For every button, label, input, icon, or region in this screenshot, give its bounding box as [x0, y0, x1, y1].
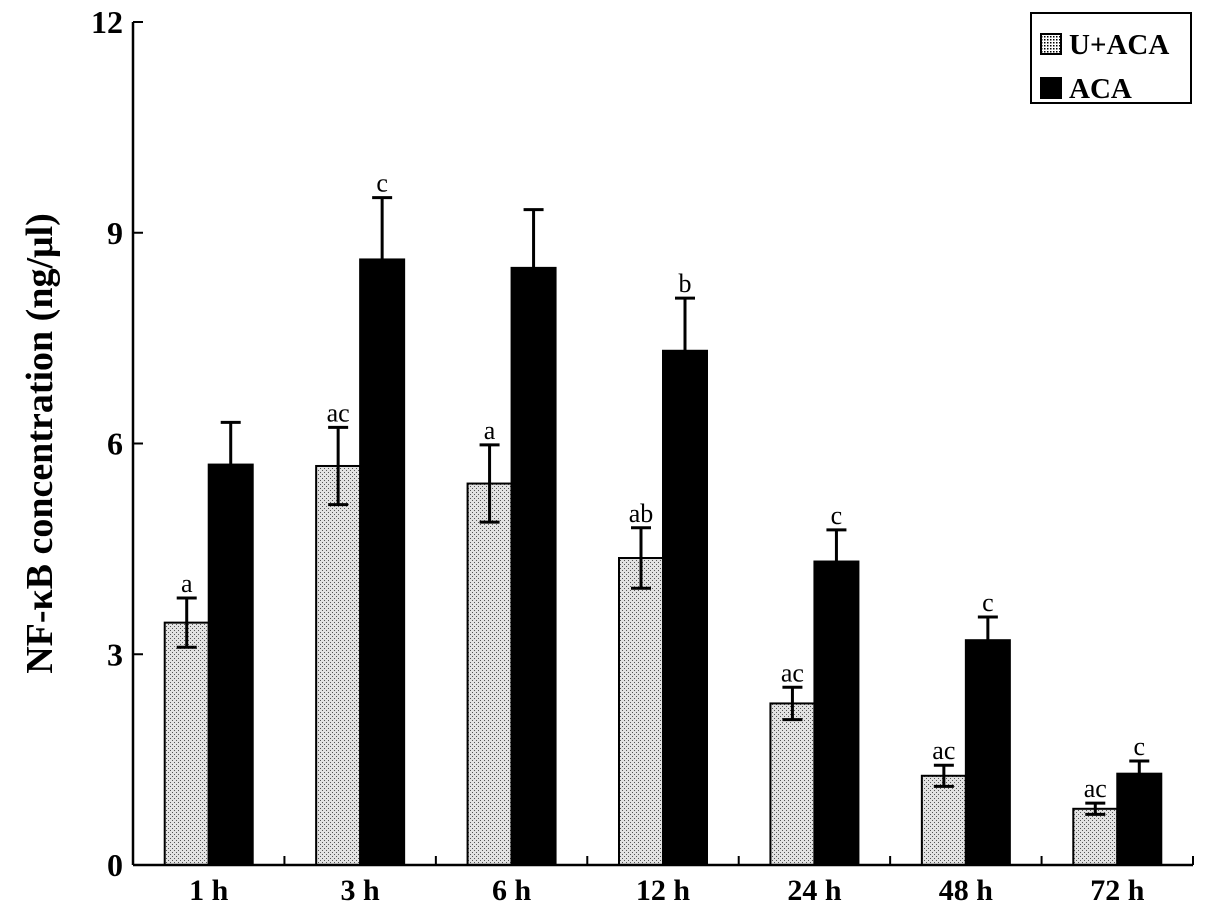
legend-label: ACA: [1069, 73, 1132, 105]
legend-label: U+ACA: [1069, 29, 1169, 61]
y-axis-title: NF-κB concentration (ng/μl): [19, 213, 61, 674]
bar-aca-6: [1116, 772, 1163, 866]
x-tick-label: 72 h: [1090, 874, 1145, 907]
significance-label: ac: [1084, 774, 1107, 803]
significance-label: c: [831, 501, 843, 530]
significance-label: c: [376, 169, 388, 198]
y-tick-label: 9: [107, 215, 123, 251]
significance-label: c: [1134, 732, 1146, 761]
significance-label: a: [181, 569, 193, 598]
bar-u-aca-6: [1072, 807, 1119, 866]
significance-label: ab: [629, 499, 654, 528]
significance-label: b: [679, 269, 692, 298]
bar-aca-0: [207, 463, 254, 866]
x-tick-label: 24 h: [787, 874, 842, 907]
y-tick-label: 12: [91, 4, 123, 40]
x-tick-label: 12 h: [636, 874, 691, 907]
x-tick-label: 3 h: [341, 874, 381, 907]
bar-aca-1: [359, 258, 406, 866]
bar-u-aca-4: [769, 702, 816, 866]
bar-aca-5: [964, 639, 1011, 867]
significance-label: a: [484, 416, 496, 445]
x-tick-label: 48 h: [939, 874, 994, 907]
legend-swatch-u-aca: [1040, 33, 1062, 55]
y-tick-label: 6: [107, 426, 123, 462]
bar-u-aca-2: [466, 482, 513, 866]
significance-label: ac: [932, 736, 955, 765]
significance-label: ac: [327, 398, 350, 427]
x-tick-label: 6 h: [492, 874, 532, 907]
bar-u-aca-5: [920, 774, 967, 866]
legend-swatch-aca: [1040, 77, 1062, 99]
bar-aca-4: [813, 560, 860, 867]
bar-u-aca-3: [618, 557, 664, 866]
significance-label: c: [982, 588, 994, 617]
y-tick-label: 0: [107, 847, 123, 883]
significance-label: ac: [781, 658, 804, 687]
bar-aca-3: [662, 349, 708, 866]
bar-aca-2: [510, 266, 557, 866]
bar-u-aca-1: [315, 464, 362, 866]
bar-u-aca-0: [163, 621, 210, 867]
x-tick-label: 1 h: [189, 874, 229, 907]
y-tick-label: 3: [107, 636, 123, 672]
